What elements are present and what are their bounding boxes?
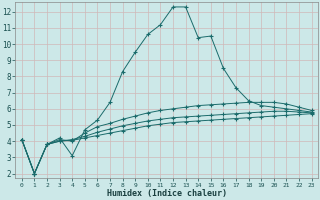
X-axis label: Humidex (Indice chaleur): Humidex (Indice chaleur): [107, 189, 227, 198]
